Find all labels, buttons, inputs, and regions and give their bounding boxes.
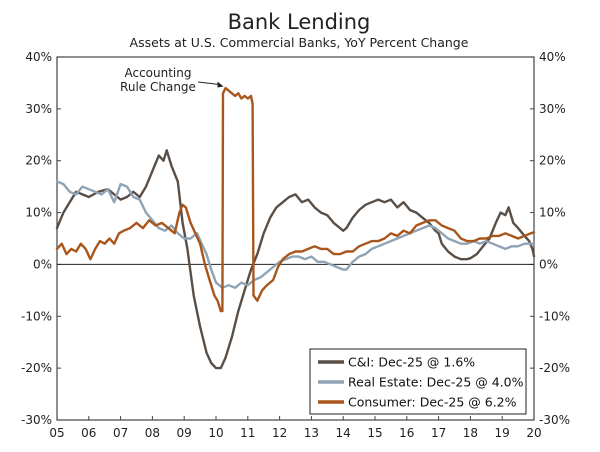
legend-label-real-estate: Real Estate: Dec-25 @ 4.0%: [348, 375, 524, 390]
x-tick-label: 14: [336, 426, 351, 440]
series-lines: [55, 86, 536, 370]
x-tick-label: 17: [431, 426, 446, 440]
y-tick-label-left: 40%: [25, 50, 52, 64]
y-tick-label-left: 10%: [25, 206, 52, 220]
x-tick-label: 20: [526, 426, 541, 440]
x-tick-label: 10: [208, 426, 223, 440]
x-tick-label: 13: [304, 426, 319, 440]
legend-label-ci: C&I: Dec-25 @ 1.6%: [348, 355, 475, 370]
series-line-real-estate: [55, 180, 536, 289]
y-tick-label-right: -10%: [539, 309, 570, 323]
y-tick-label-left: 20%: [25, 154, 52, 168]
x-tick-label: 18: [463, 426, 478, 440]
x-tick-label: 11: [240, 426, 255, 440]
y-tick-label-right: 30%: [539, 102, 566, 116]
x-tick-label: 16: [399, 426, 414, 440]
x-tick-label: 08: [145, 426, 160, 440]
x-tick-label: 09: [177, 426, 192, 440]
x-tick-label: 15: [367, 426, 382, 440]
annotation-text-line: Accounting: [124, 66, 191, 80]
annotation-arrow-line: [197, 81, 220, 86]
y-tick-label-right: 40%: [539, 50, 566, 64]
x-tick-label: 19: [495, 426, 510, 440]
series-line-consumer: [55, 86, 536, 313]
y-tick-label-right: -30%: [539, 413, 570, 427]
series-line-ci: [55, 149, 536, 370]
chart-title: Bank Lending: [228, 10, 371, 34]
legend-box: [309, 348, 527, 415]
annotation-arrow-head: [217, 81, 224, 88]
annotation-text-line: Rule Change: [120, 80, 196, 94]
x-tick-label: 06: [81, 426, 96, 440]
y-tick-label-left: -10%: [21, 309, 52, 323]
y-tick-label-left: 0%: [33, 257, 52, 271]
y-tick-label-left: -30%: [21, 413, 52, 427]
legend-label-consumer: Consumer: Dec-25 @ 6.2%: [348, 395, 517, 410]
legend: C&I: Dec-25 @ 1.6% Real Estate: Dec-25 @ …: [309, 348, 527, 415]
y-tick-label-right: 0%: [539, 257, 558, 271]
x-tick-label: 07: [113, 426, 128, 440]
axis-ticks: 40% 30% 20% 10% 0% -10% -20% -30% 40% 30% 20% 10% 0%…: [21, 50, 570, 440]
x-tick-label: 12: [272, 426, 287, 440]
chart-subtitle: Assets at U.S. Commercial Banks, YoY Per…: [130, 35, 469, 50]
x-tick-label: 05: [49, 426, 64, 440]
y-tick-label-left: 30%: [25, 102, 52, 116]
y-tick-label-right: 20%: [539, 154, 566, 168]
y-tick-label-left: -20%: [21, 361, 52, 375]
y-tick-label-right: 10%: [539, 206, 566, 220]
y-tick-label-right: -20%: [539, 361, 570, 375]
